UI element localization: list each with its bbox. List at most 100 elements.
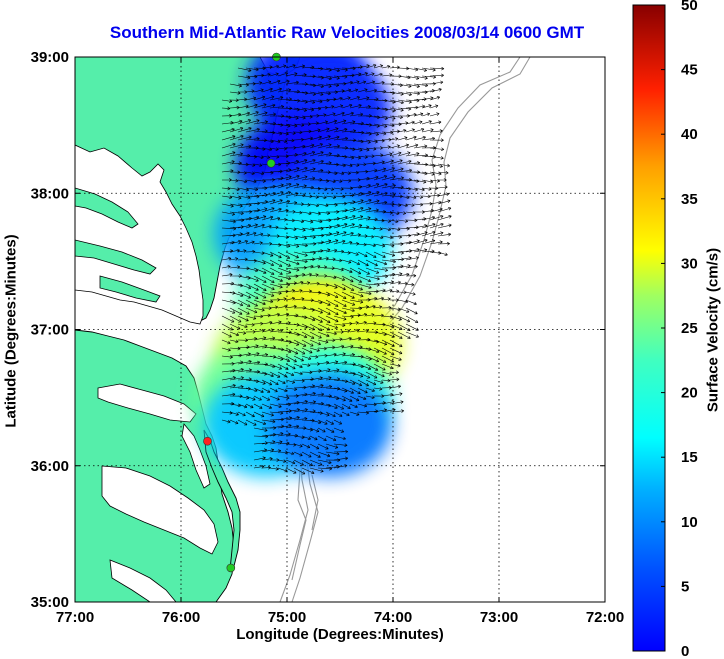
velocity-arrow	[221, 186, 231, 191]
velocity-arrow	[237, 403, 248, 409]
velocity-arrow	[333, 275, 346, 281]
velocity-arrow	[349, 96, 360, 101]
velocity-arrow	[413, 187, 425, 192]
velocity-arrow	[349, 259, 361, 266]
velocity-arrow	[229, 187, 240, 192]
velocity-arrow	[285, 451, 295, 456]
velocity-arrow	[325, 299, 339, 307]
velocity-arrow	[221, 331, 232, 338]
velocity-arrow	[333, 456, 348, 461]
velocity-arrow	[277, 139, 288, 143]
velocity-arrow	[349, 328, 360, 333]
velocity-arrow	[429, 112, 440, 117]
velocity-arrow	[325, 179, 336, 184]
velocity-arrow	[333, 223, 348, 229]
velocity-arrow	[325, 239, 339, 245]
velocity-arrow	[341, 111, 354, 117]
velocity-arrow	[285, 72, 298, 77]
velocity-arrow	[429, 96, 441, 101]
velocity-arrow	[357, 371, 371, 379]
velocity-arrow	[421, 194, 431, 199]
velocity-arrow	[301, 435, 311, 440]
velocity-arrow	[365, 183, 380, 189]
velocity-arrow	[285, 138, 295, 143]
velocity-arrow	[253, 379, 266, 385]
velocity-arrow	[317, 291, 331, 297]
velocity-arrow	[309, 273, 319, 277]
velocity-arrow	[229, 257, 239, 261]
velocity-arrow	[365, 131, 380, 136]
velocity-arrow	[293, 280, 304, 285]
velocity-arrow	[285, 347, 299, 355]
velocity-arrow	[357, 191, 372, 197]
velocity-arrow	[309, 419, 322, 424]
velocity-arrow	[381, 400, 395, 405]
velocity-arrow	[309, 384, 324, 389]
velocity-arrow	[405, 143, 419, 149]
velocity-arrow	[237, 307, 250, 315]
velocity-arrow	[421, 187, 432, 191]
velocity-arrow	[253, 387, 264, 393]
velocity-arrow	[333, 443, 348, 447]
velocity-arrow	[261, 87, 273, 93]
velocity-arrow	[309, 135, 322, 141]
velocity-arrow	[317, 339, 329, 344]
velocity-arrow	[365, 63, 377, 69]
velocity-arrow	[357, 395, 367, 400]
velocity-arrow	[317, 75, 332, 81]
velocity-arrow	[429, 73, 444, 78]
velocity-arrow	[309, 211, 321, 216]
velocity-arrow	[253, 283, 267, 292]
velocity-arrow	[245, 291, 259, 300]
velocity-arrow	[333, 267, 344, 272]
velocity-arrow	[333, 179, 343, 183]
velocity-arrow	[293, 175, 308, 181]
velocity-arrow	[221, 211, 236, 216]
velocity-arrow	[373, 175, 388, 181]
velocity-arrow	[245, 395, 256, 401]
x-tick-label: 77:00	[56, 609, 94, 626]
velocity-arrow	[285, 251, 299, 259]
velocity-arrow	[269, 305, 279, 310]
velocity-arrow	[405, 264, 418, 269]
velocity-arrow	[365, 251, 377, 258]
velocity-arrow	[301, 203, 311, 207]
velocity-arrow	[229, 368, 244, 373]
velocity-arrow	[245, 171, 255, 175]
velocity-arrow	[269, 320, 282, 325]
velocity-arrow	[373, 305, 383, 309]
velocity-arrow	[317, 411, 330, 417]
velocity-arrow	[245, 411, 255, 418]
velocity-arrow	[221, 106, 231, 111]
velocity-arrow	[237, 171, 247, 175]
velocity-arrow	[293, 331, 308, 339]
velocity-arrow	[357, 363, 372, 370]
velocity-arrow	[357, 88, 368, 93]
velocity-arrow	[221, 142, 236, 149]
velocity-arrow	[373, 72, 383, 77]
velocity-arrow	[381, 175, 396, 181]
velocity-arrow	[301, 339, 314, 347]
velocity-arrow	[309, 451, 321, 458]
velocity-arrow	[269, 403, 282, 408]
velocity-arrow	[261, 233, 271, 238]
velocity-arrow	[237, 187, 250, 192]
velocity-arrow	[341, 403, 351, 409]
velocity-arrow	[237, 127, 252, 133]
velocity-arrow	[301, 143, 315, 149]
velocity-arrow	[325, 231, 340, 237]
velocity-arrow	[365, 243, 376, 248]
velocity-arrow	[309, 121, 319, 126]
velocity-arrow	[397, 299, 409, 304]
velocity-arrow	[261, 103, 276, 109]
velocity-arrow	[341, 120, 356, 125]
velocity-arrow	[317, 143, 332, 149]
velocity-arrow	[269, 199, 283, 205]
map-title: Southern Mid-Atlantic Raw Velocities 200…	[109, 23, 585, 42]
velocity-vectors	[221, 63, 452, 475]
velocity-arrow	[253, 223, 265, 229]
velocity-arrow	[365, 175, 379, 181]
velocity-arrow	[261, 419, 276, 424]
velocity-arrow	[221, 265, 231, 269]
velocity-arrow	[357, 321, 367, 325]
